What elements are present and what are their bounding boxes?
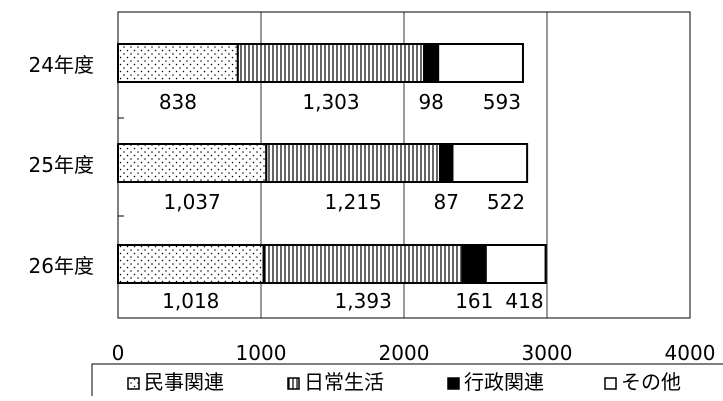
x-tick-label: 2000: [379, 341, 430, 365]
bar-segment: [265, 143, 442, 183]
bar-segment: [423, 43, 440, 83]
bar-segment: [117, 244, 265, 284]
legend-swatch: [604, 377, 617, 390]
x-tick-label: 3000: [522, 341, 573, 365]
category-label: 24年度: [29, 53, 94, 77]
legend-label: 行政関連: [464, 370, 544, 394]
bar-segment: [437, 43, 524, 83]
data-label: 593: [483, 90, 521, 114]
legend-swatch: [447, 377, 460, 390]
bar-segment: [236, 43, 426, 83]
bar-segment: [117, 143, 268, 183]
data-label: 838: [159, 90, 197, 114]
data-label: 522: [487, 190, 525, 214]
data-label: 1,215: [325, 190, 382, 214]
bar-segment: [484, 244, 547, 284]
bar-segment: [451, 143, 529, 183]
bar-segment: [117, 43, 239, 83]
legend-label: その他: [621, 370, 681, 394]
legend-label: 民事関連: [144, 370, 224, 394]
category-label: 26年度: [29, 254, 94, 278]
legend-swatch: [287, 377, 300, 390]
data-label: 418: [505, 289, 543, 313]
legend-swatch: [127, 377, 140, 390]
x-tick-label: 0: [112, 341, 125, 365]
data-label: 1,393: [335, 289, 392, 313]
data-label: 98: [418, 90, 443, 114]
bar-segment: [262, 244, 464, 284]
bar-segment: [461, 244, 487, 284]
x-tick-label: 1000: [236, 341, 287, 365]
legend-label: 日常生活: [304, 370, 384, 394]
data-label: 1,303: [302, 90, 359, 114]
bar-segment: [439, 143, 454, 183]
data-label: 1,018: [162, 289, 219, 313]
legend-box: [91, 363, 723, 401]
category-label: 25年度: [29, 153, 94, 177]
data-label: 87: [434, 190, 459, 214]
x-tick-label: 4000: [665, 341, 716, 365]
data-label: 161: [455, 289, 493, 313]
data-label: 1,037: [164, 190, 221, 214]
